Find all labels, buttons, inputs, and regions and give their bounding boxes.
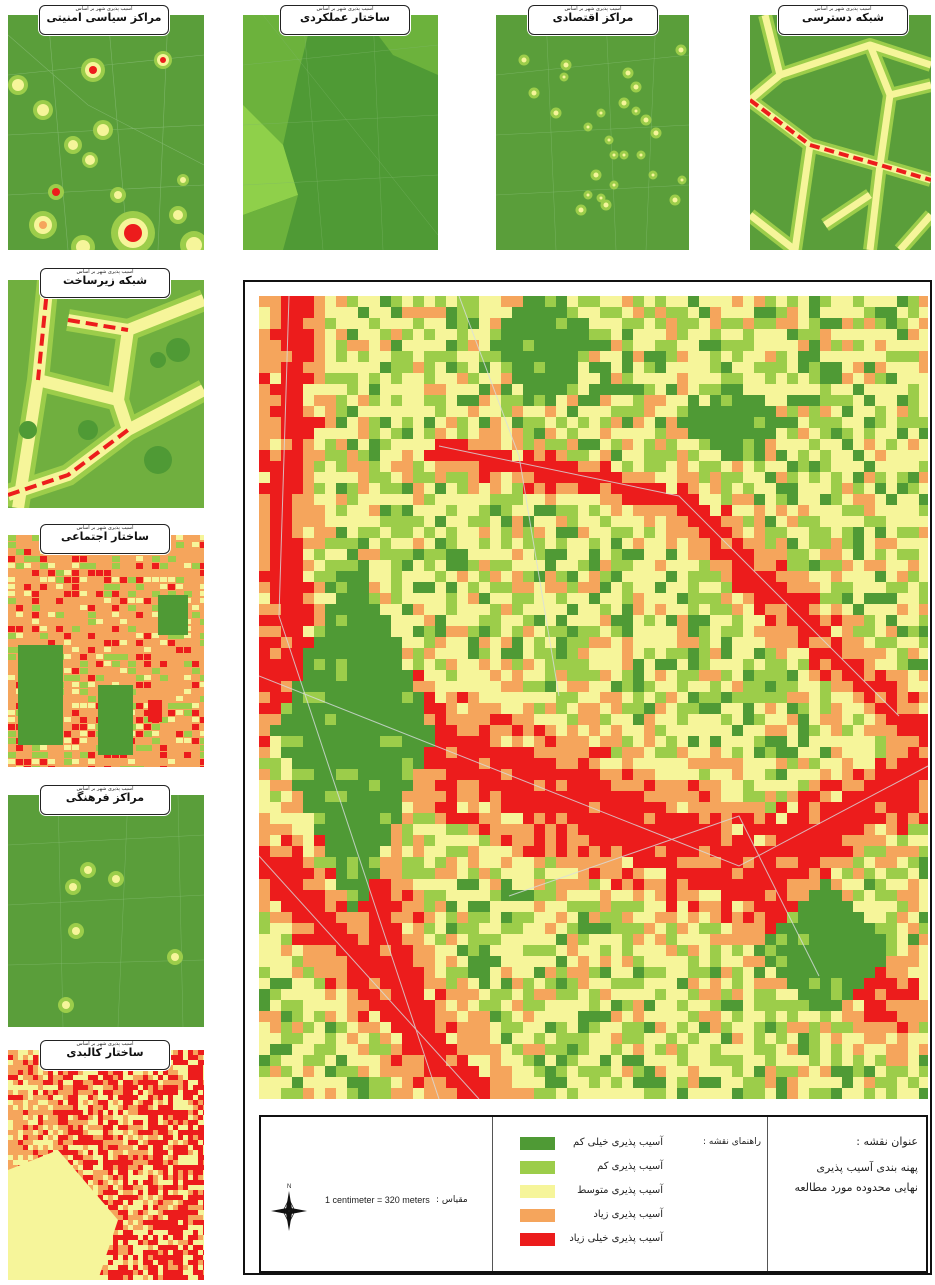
- panel-subtitle: آسیب پذیری شهر بر اساس: [814, 6, 872, 12]
- cultural-map: [8, 795, 204, 1027]
- panel-title-infrastructure: آسیب پذیری شهر بر اساس شبکه زیرساخت: [40, 268, 170, 298]
- social-map: [8, 535, 204, 767]
- access-map: [750, 15, 931, 250]
- map-panel-economic: [496, 15, 689, 250]
- panel-title-text: مراکز فرهنگی: [65, 791, 145, 804]
- map-panel-security: [8, 15, 204, 250]
- legend-swatch-very-low: [520, 1137, 555, 1150]
- panel-subtitle: آسیب پذیری شهر بر اساس: [76, 269, 134, 275]
- economic-map: [496, 15, 689, 250]
- panel-title-physical: آسیب پذیری شهر بر اساس ساختار کالبدی: [40, 1040, 170, 1070]
- panel-title-text: مراکز سیاسی امنیتی: [46, 11, 162, 24]
- legend-divider: [767, 1117, 768, 1271]
- map-panel-infrastructure: [8, 280, 204, 508]
- map-title-line2: نهایی محدوده مورد مطالعه: [794, 1181, 918, 1194]
- map-title-line1: پهنه بندی آسیب پذیری: [816, 1161, 918, 1174]
- legend-label-high: آسیب پذیری زیاد: [593, 1209, 663, 1220]
- map-panel-functional: [243, 15, 438, 250]
- map-panel-access: [750, 15, 931, 250]
- panel-subtitle: آسیب پذیری شهر بر اساس: [316, 6, 374, 12]
- legend-swatch-low: [520, 1161, 555, 1174]
- final-map-raster: [259, 296, 928, 1099]
- map-panel-social: [8, 535, 204, 767]
- legend-label-medium: آسیب پذیری متوسط: [577, 1185, 663, 1196]
- infrastructure-map: [8, 280, 204, 508]
- legend-swatch-very-high: [520, 1233, 555, 1246]
- legend-swatch-high: [520, 1209, 555, 1222]
- legend-swatch-medium: [520, 1185, 555, 1198]
- north-letter: N: [287, 1184, 291, 1190]
- panel-subtitle: آسیب پذیری شهر بر اساس: [75, 6, 133, 12]
- security-map: [8, 15, 204, 250]
- map-panel-cultural: [8, 795, 204, 1027]
- scale-label: مقیاس :: [436, 1195, 468, 1205]
- legend-guide-label: راهنمای نقشه :: [703, 1137, 761, 1147]
- map-title-label: عنوان نقشه :: [856, 1135, 918, 1148]
- panel-subtitle: آسیب پذیری شهر بر اساس: [76, 525, 134, 531]
- panel-title-text: ساختار کالبدی: [66, 1046, 144, 1059]
- panel-subtitle: آسیب پذیری شهر بر اساس: [564, 6, 622, 12]
- legend-label-very-low: آسیب پذیری خیلی کم: [573, 1137, 663, 1148]
- panel-title-text: ساختار عملکردی: [299, 11, 390, 24]
- panel-title-text: مراکز اقتصادی: [552, 11, 634, 24]
- panel-title-text: ساختار اجتماعی: [61, 530, 149, 543]
- panel-title-social: آسیب پذیری شهر بر اساس ساختار اجتماعی: [40, 524, 170, 554]
- panel-title-access: آسیب پذیری شهر بر اساس شبکه دسترسی: [778, 5, 908, 35]
- panel-title-text: شبکه دسترسی: [802, 11, 884, 24]
- map-panel-physical: [8, 1050, 204, 1280]
- final-vulnerability-map: [259, 296, 928, 1099]
- panel-title-economic: آسیب پذیری شهر بر اساس مراکز اقتصادی: [528, 5, 658, 35]
- panel-title-cultural: آسیب پذیری شهر بر اساس مراکز فرهنگی: [40, 785, 170, 815]
- panel-subtitle: آسیب پذیری شهر بر اساس: [76, 1041, 134, 1047]
- physical-map: [8, 1050, 204, 1280]
- scale-value: 1 centimeter = 320 meters: [325, 1195, 430, 1205]
- legend-divider: [492, 1117, 493, 1271]
- panel-title-text: شبکه زیرساخت: [62, 274, 148, 287]
- panel-subtitle: آسیب پذیری شهر بر اساس: [76, 786, 134, 792]
- legend-label-very-high: آسیب پذیری خیلی زیاد: [569, 1233, 663, 1244]
- functional-map: [243, 15, 438, 250]
- panel-title-functional: آسیب پذیری شهر بر اساس ساختار عملکردی: [280, 5, 410, 35]
- legend-box: عنوان نقشه : پهنه بندی آسیب پذیری نهایی …: [259, 1115, 928, 1273]
- legend-label-low: آسیب پذیری کم: [597, 1161, 663, 1172]
- north-arrow-icon: N: [267, 1179, 315, 1239]
- panel-title-security: آسیب پذیری شهر بر اساس مراکز سیاسی امنیت…: [39, 5, 169, 35]
